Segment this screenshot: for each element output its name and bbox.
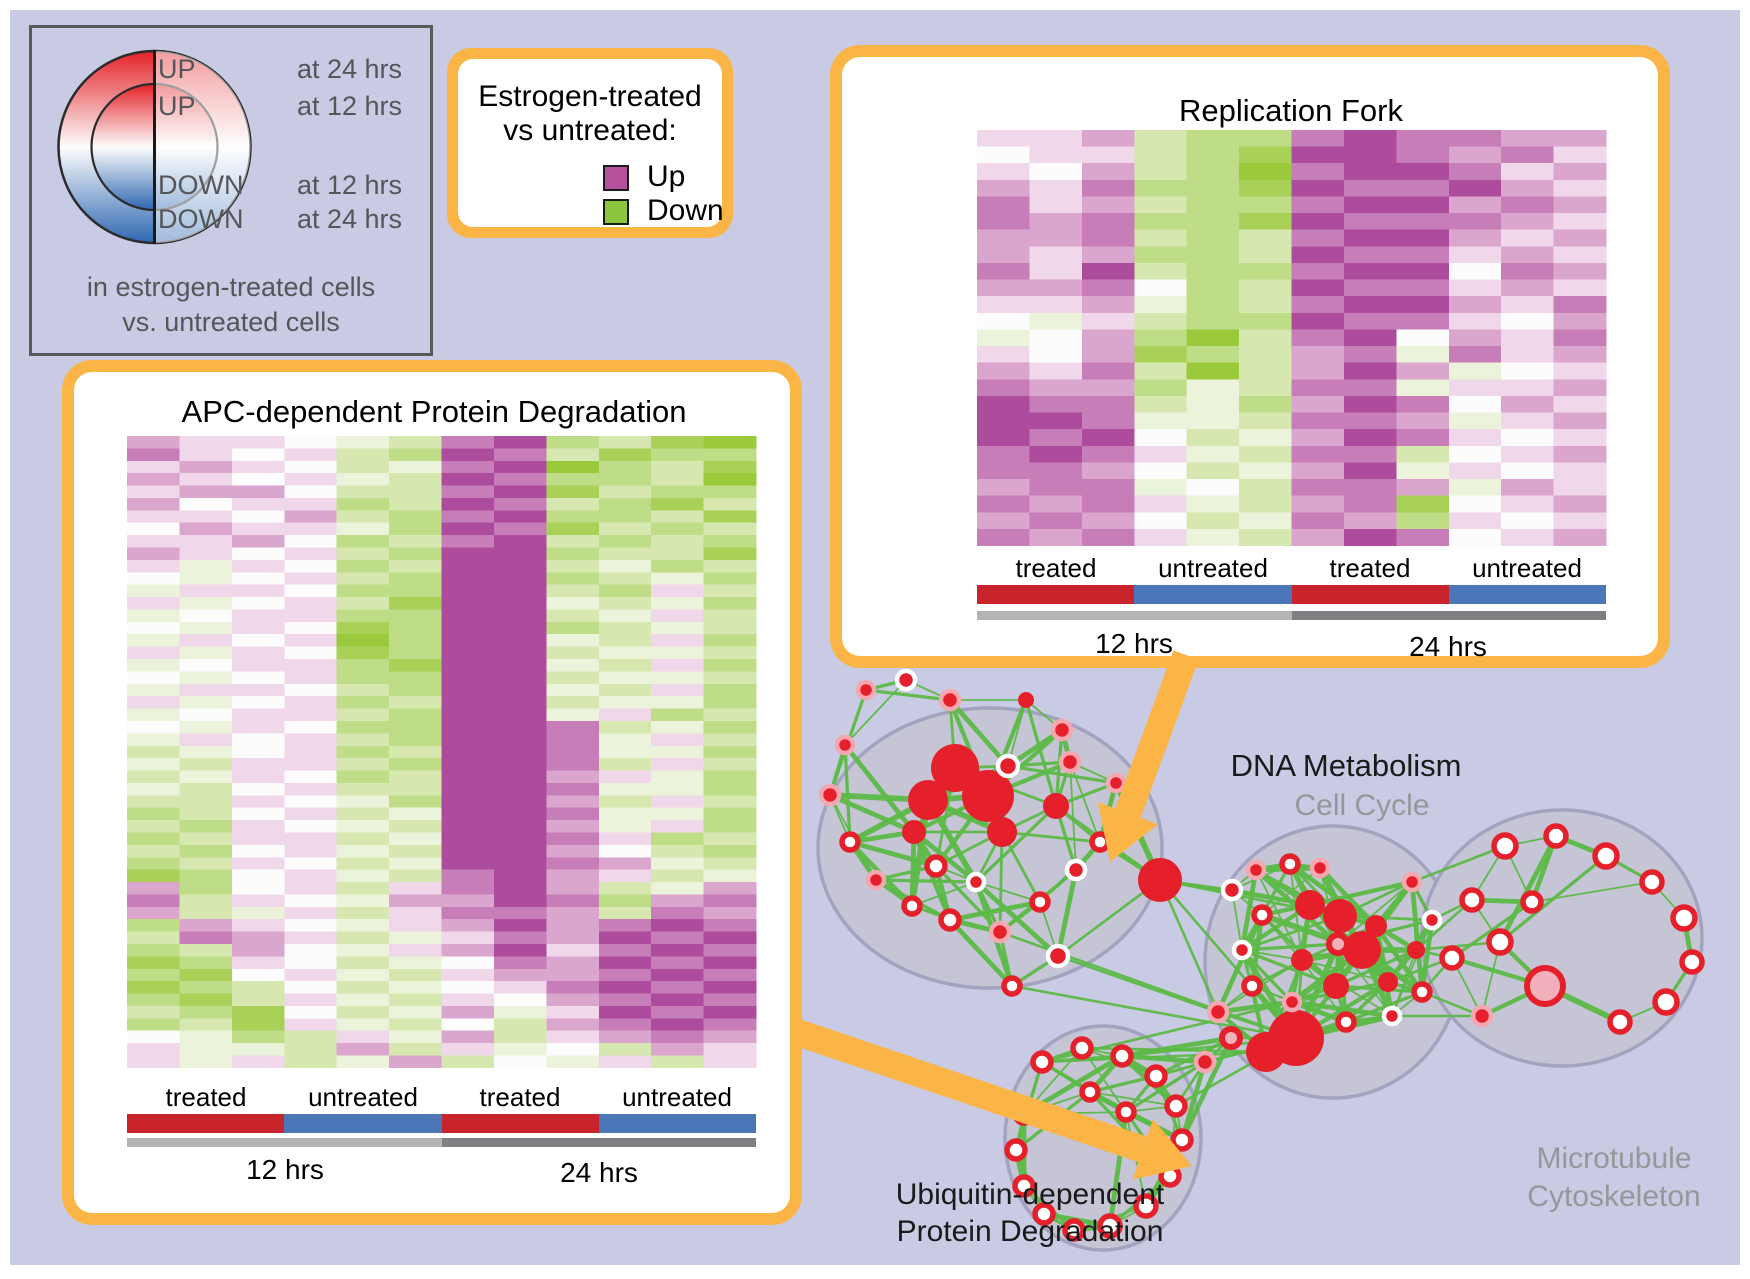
estrogen-legend-title-line1: Estrogen-treated — [478, 80, 702, 113]
replication-fork-title: Replication Fork — [1179, 93, 1403, 128]
time-bar-24hrs — [441, 1138, 756, 1147]
replication-fork-heatmap — [977, 130, 1607, 546]
treated-bar-segment — [441, 1114, 599, 1133]
apc-heatmap — [127, 436, 757, 1068]
legend-footer-line2: vs. untreated cells — [122, 307, 340, 337]
legend-footer-line1: in estrogen-treated cells — [86, 272, 376, 302]
apc-condition-bar — [127, 1114, 756, 1133]
apc-group-label-untreated-12: untreated — [308, 1082, 418, 1112]
ubiquitin-label-line2: Protein Degradation — [896, 1215, 1164, 1248]
estrogen-legend-title-line2: vs untreated: — [503, 114, 677, 147]
time-bar-12hrs — [977, 611, 1292, 620]
legend-dir-label: UP — [158, 54, 196, 84]
rf-group-label-untreated-12: untreated — [1158, 553, 1268, 583]
legend-time-label: at 12 hrs — [296, 91, 402, 121]
untreated-bar-segment — [598, 1114, 756, 1133]
time-bar-12hrs — [127, 1138, 442, 1147]
updown-medallion-icon — [32, 28, 436, 364]
legend-time-label: at 24 hrs — [296, 204, 402, 234]
legend-dir-label: UP — [158, 91, 196, 121]
estrogen-legend-inner — [458, 59, 722, 227]
legend-dir-label: DOWN — [158, 170, 244, 200]
rf-time-bar — [977, 611, 1606, 620]
microtubule-label-line1: Microtubule — [1536, 1142, 1692, 1175]
treated-bar-segment — [1291, 585, 1449, 604]
apc-time-label-24hrs: 24 hrs — [560, 1157, 638, 1188]
untreated-bar-segment — [1134, 585, 1292, 604]
time-bar-24hrs — [1291, 611, 1606, 620]
apc-panel: APC-dependent Protein Degradation treate… — [62, 360, 802, 1225]
untreated-bar-segment — [1448, 585, 1606, 604]
rf-group-label-treated-24: treated — [1329, 553, 1411, 583]
replication-fork-panel: Replication Fork treated untreated treat… — [830, 45, 1670, 668]
apc-group-label-treated-12: treated — [165, 1082, 247, 1112]
up-label: Up — [647, 160, 686, 193]
apc-title: APC-dependent Protein Degradation — [181, 394, 687, 429]
apc-group-label-untreated-24: untreated — [622, 1082, 732, 1112]
untreated-bar-segment — [284, 1114, 442, 1133]
treated-bar-segment — [127, 1114, 285, 1133]
ubiquitin-label-line1: Ubiquitin-dependent — [895, 1178, 1165, 1211]
apc-time-bar — [127, 1138, 756, 1147]
dna-metabolism-label: DNA Metabolism — [1230, 748, 1462, 783]
legend-row: DOWN at 12 hrs — [158, 170, 402, 200]
rf-group-label-untreated-24: untreated — [1472, 553, 1582, 583]
apc-time-label-12hrs: 12 hrs — [246, 1154, 324, 1185]
legend-row: UP at 24 hrs — [158, 54, 402, 84]
down-swatch-icon — [603, 199, 629, 225]
microtubule-label-line2: Cytoskeleton — [1527, 1180, 1701, 1213]
estrogen-legend-box: Estrogen-treated vs untreated: Up Down — [447, 48, 733, 238]
cell-cycle-label: Cell Cycle — [1294, 789, 1430, 822]
legend-row: UP at 12 hrs — [158, 91, 402, 121]
down-label: Down — [647, 194, 724, 227]
rf-time-label-24hrs: 24 hrs — [1409, 631, 1487, 662]
legend-time-label: at 12 hrs — [296, 170, 402, 200]
updown-legend-box: UP at 24 hrs UP at 12 hrs DOWN at 12 hrs… — [29, 25, 433, 356]
rf-time-label-12hrs: 12 hrs — [1095, 628, 1173, 659]
legend-time-label: at 24 hrs — [296, 54, 402, 84]
rf-group-label-treated-12: treated — [1015, 553, 1097, 583]
legend-dir-label: DOWN — [158, 204, 244, 234]
rf-condition-bar — [977, 585, 1606, 604]
treated-bar-segment — [977, 585, 1135, 604]
up-swatch-icon — [603, 165, 629, 191]
apc-group-label-treated-24: treated — [479, 1082, 561, 1112]
legend-row: DOWN at 24 hrs — [158, 204, 402, 234]
